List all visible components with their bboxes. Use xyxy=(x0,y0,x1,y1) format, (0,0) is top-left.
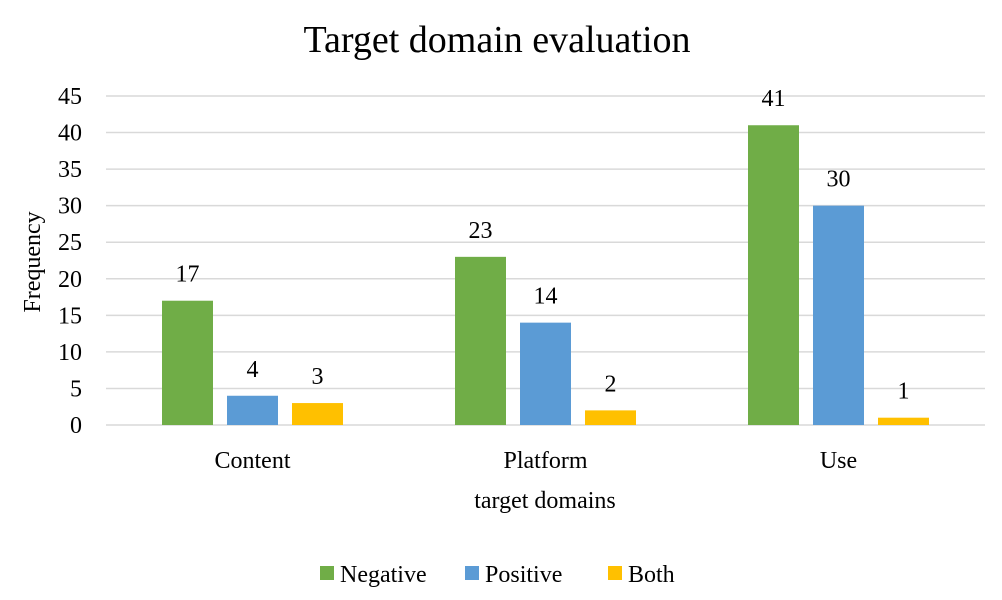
legend-label-both: Both xyxy=(628,562,675,588)
x-axis-ticks: Content Platform Use xyxy=(215,448,858,474)
y-tick-label: 30 xyxy=(58,194,82,220)
x-tick-label: Content xyxy=(215,448,291,474)
y-tick-label: 45 xyxy=(58,84,82,110)
bar-negative-use xyxy=(748,125,799,425)
y-axis-ticks: 0 5 10 15 20 25 30 35 40 45 xyxy=(58,84,82,439)
y-tick-label: 25 xyxy=(58,230,82,256)
bar-negative-content xyxy=(162,300,213,425)
y-tick-label: 35 xyxy=(58,157,82,183)
y-tick-label: 40 xyxy=(58,121,82,147)
x-axis-label: target domains xyxy=(474,488,616,514)
legend-swatch-both xyxy=(608,566,622,580)
y-tick-label: 0 xyxy=(70,413,82,439)
bar-both-content xyxy=(292,403,343,425)
bar-both-platform xyxy=(585,410,636,425)
legend: Negative Positive Both xyxy=(320,562,675,588)
data-label: 30 xyxy=(827,167,851,193)
y-tick-label: 10 xyxy=(58,340,82,366)
data-label: 17 xyxy=(176,262,200,288)
y-tick-label: 15 xyxy=(58,303,82,329)
data-label: 4 xyxy=(247,357,259,383)
data-label: 23 xyxy=(469,218,493,244)
bar-positive-platform xyxy=(520,322,571,425)
legend-swatch-positive xyxy=(465,566,479,580)
data-labels: 17 4 3 23 14 2 41 30 1 xyxy=(176,86,910,404)
y-tick-label: 5 xyxy=(70,376,82,402)
y-tick-label: 20 xyxy=(58,267,82,293)
bar-negative-platform xyxy=(455,256,506,425)
data-label: 14 xyxy=(534,284,558,310)
x-tick-label: Use xyxy=(820,448,857,474)
chart-title: Target domain evaluation xyxy=(303,19,690,61)
y-axis-label: Frequency xyxy=(20,211,46,312)
data-label: 2 xyxy=(605,371,617,397)
bar-positive-content xyxy=(227,395,278,425)
data-label: 1 xyxy=(898,379,910,405)
legend-swatch-negative xyxy=(320,566,334,580)
bar-both-use xyxy=(878,417,929,425)
bars xyxy=(162,125,929,425)
legend-label-positive: Positive xyxy=(485,562,562,588)
data-label: 41 xyxy=(762,86,786,112)
x-tick-label: Platform xyxy=(504,448,588,474)
gridlines xyxy=(106,95,985,426)
legend-label-negative: Negative xyxy=(340,562,427,588)
data-label: 3 xyxy=(312,364,324,390)
bar-positive-use xyxy=(813,205,864,425)
